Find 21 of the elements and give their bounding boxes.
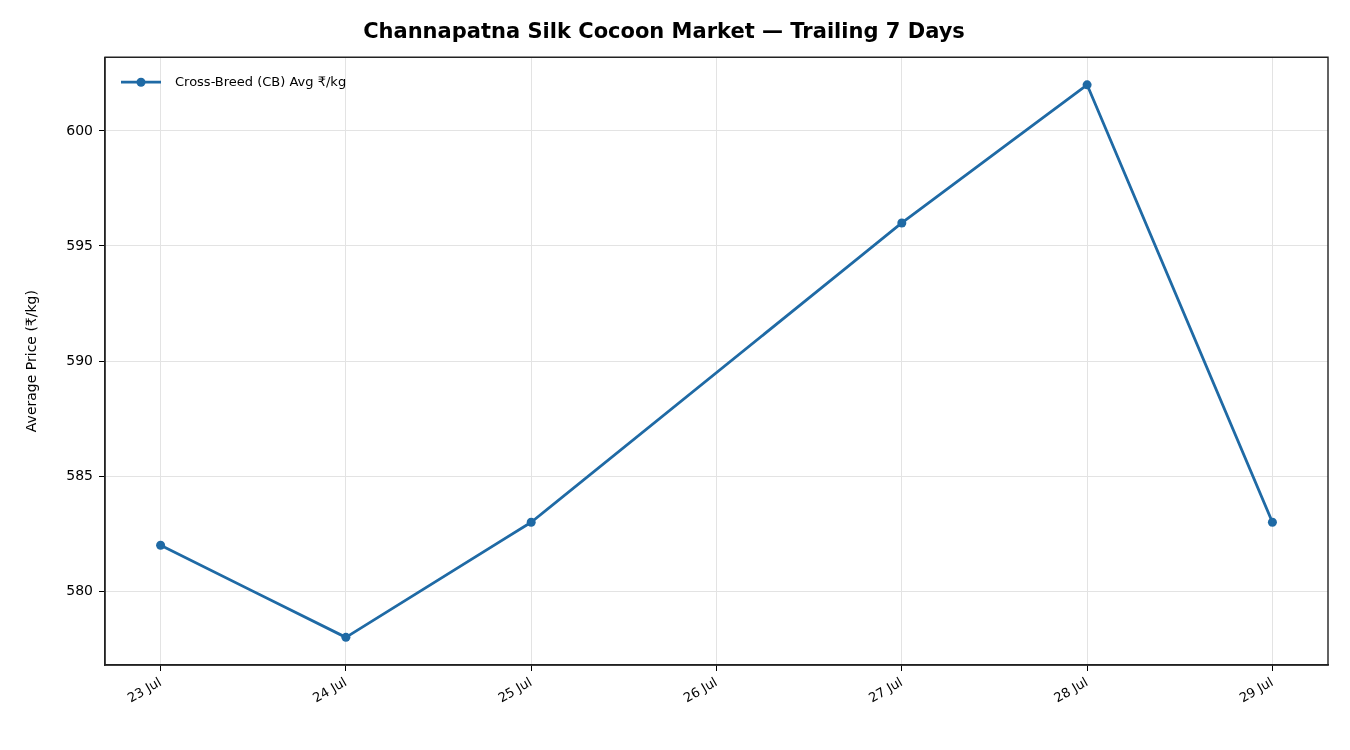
legend-label: Cross-Breed (CB) Avg ₹/kg [175, 73, 347, 89]
y-tick-label: 600 [66, 121, 93, 138]
y-tick-label: 590 [66, 351, 93, 368]
point [156, 540, 166, 550]
x-tick-label: 25 Jul [495, 674, 535, 706]
chart-title: Channapatna Silk Cocoon Market — Trailing 7 Days [363, 19, 965, 44]
point [341, 632, 351, 642]
point [1267, 517, 1277, 527]
y-axis-title: Average Price (₹/kg) [23, 290, 40, 433]
x-tick-label: 28 Jul [1051, 674, 1091, 706]
y-tick-label: 585 [66, 466, 93, 483]
point [526, 517, 536, 527]
y-tick-label: 580 [66, 581, 93, 598]
x-tick-label: 29 Jul [1236, 674, 1276, 706]
x-tick-label: 23 Jul [124, 674, 164, 706]
x-tick-label: 27 Jul [866, 674, 905, 706]
point [1082, 80, 1092, 90]
x-tick-label: 26 Jul [680, 674, 720, 706]
x-tick-label: 24 Jul [310, 674, 350, 706]
y-tick-label: 595 [66, 236, 93, 253]
point [897, 218, 907, 228]
